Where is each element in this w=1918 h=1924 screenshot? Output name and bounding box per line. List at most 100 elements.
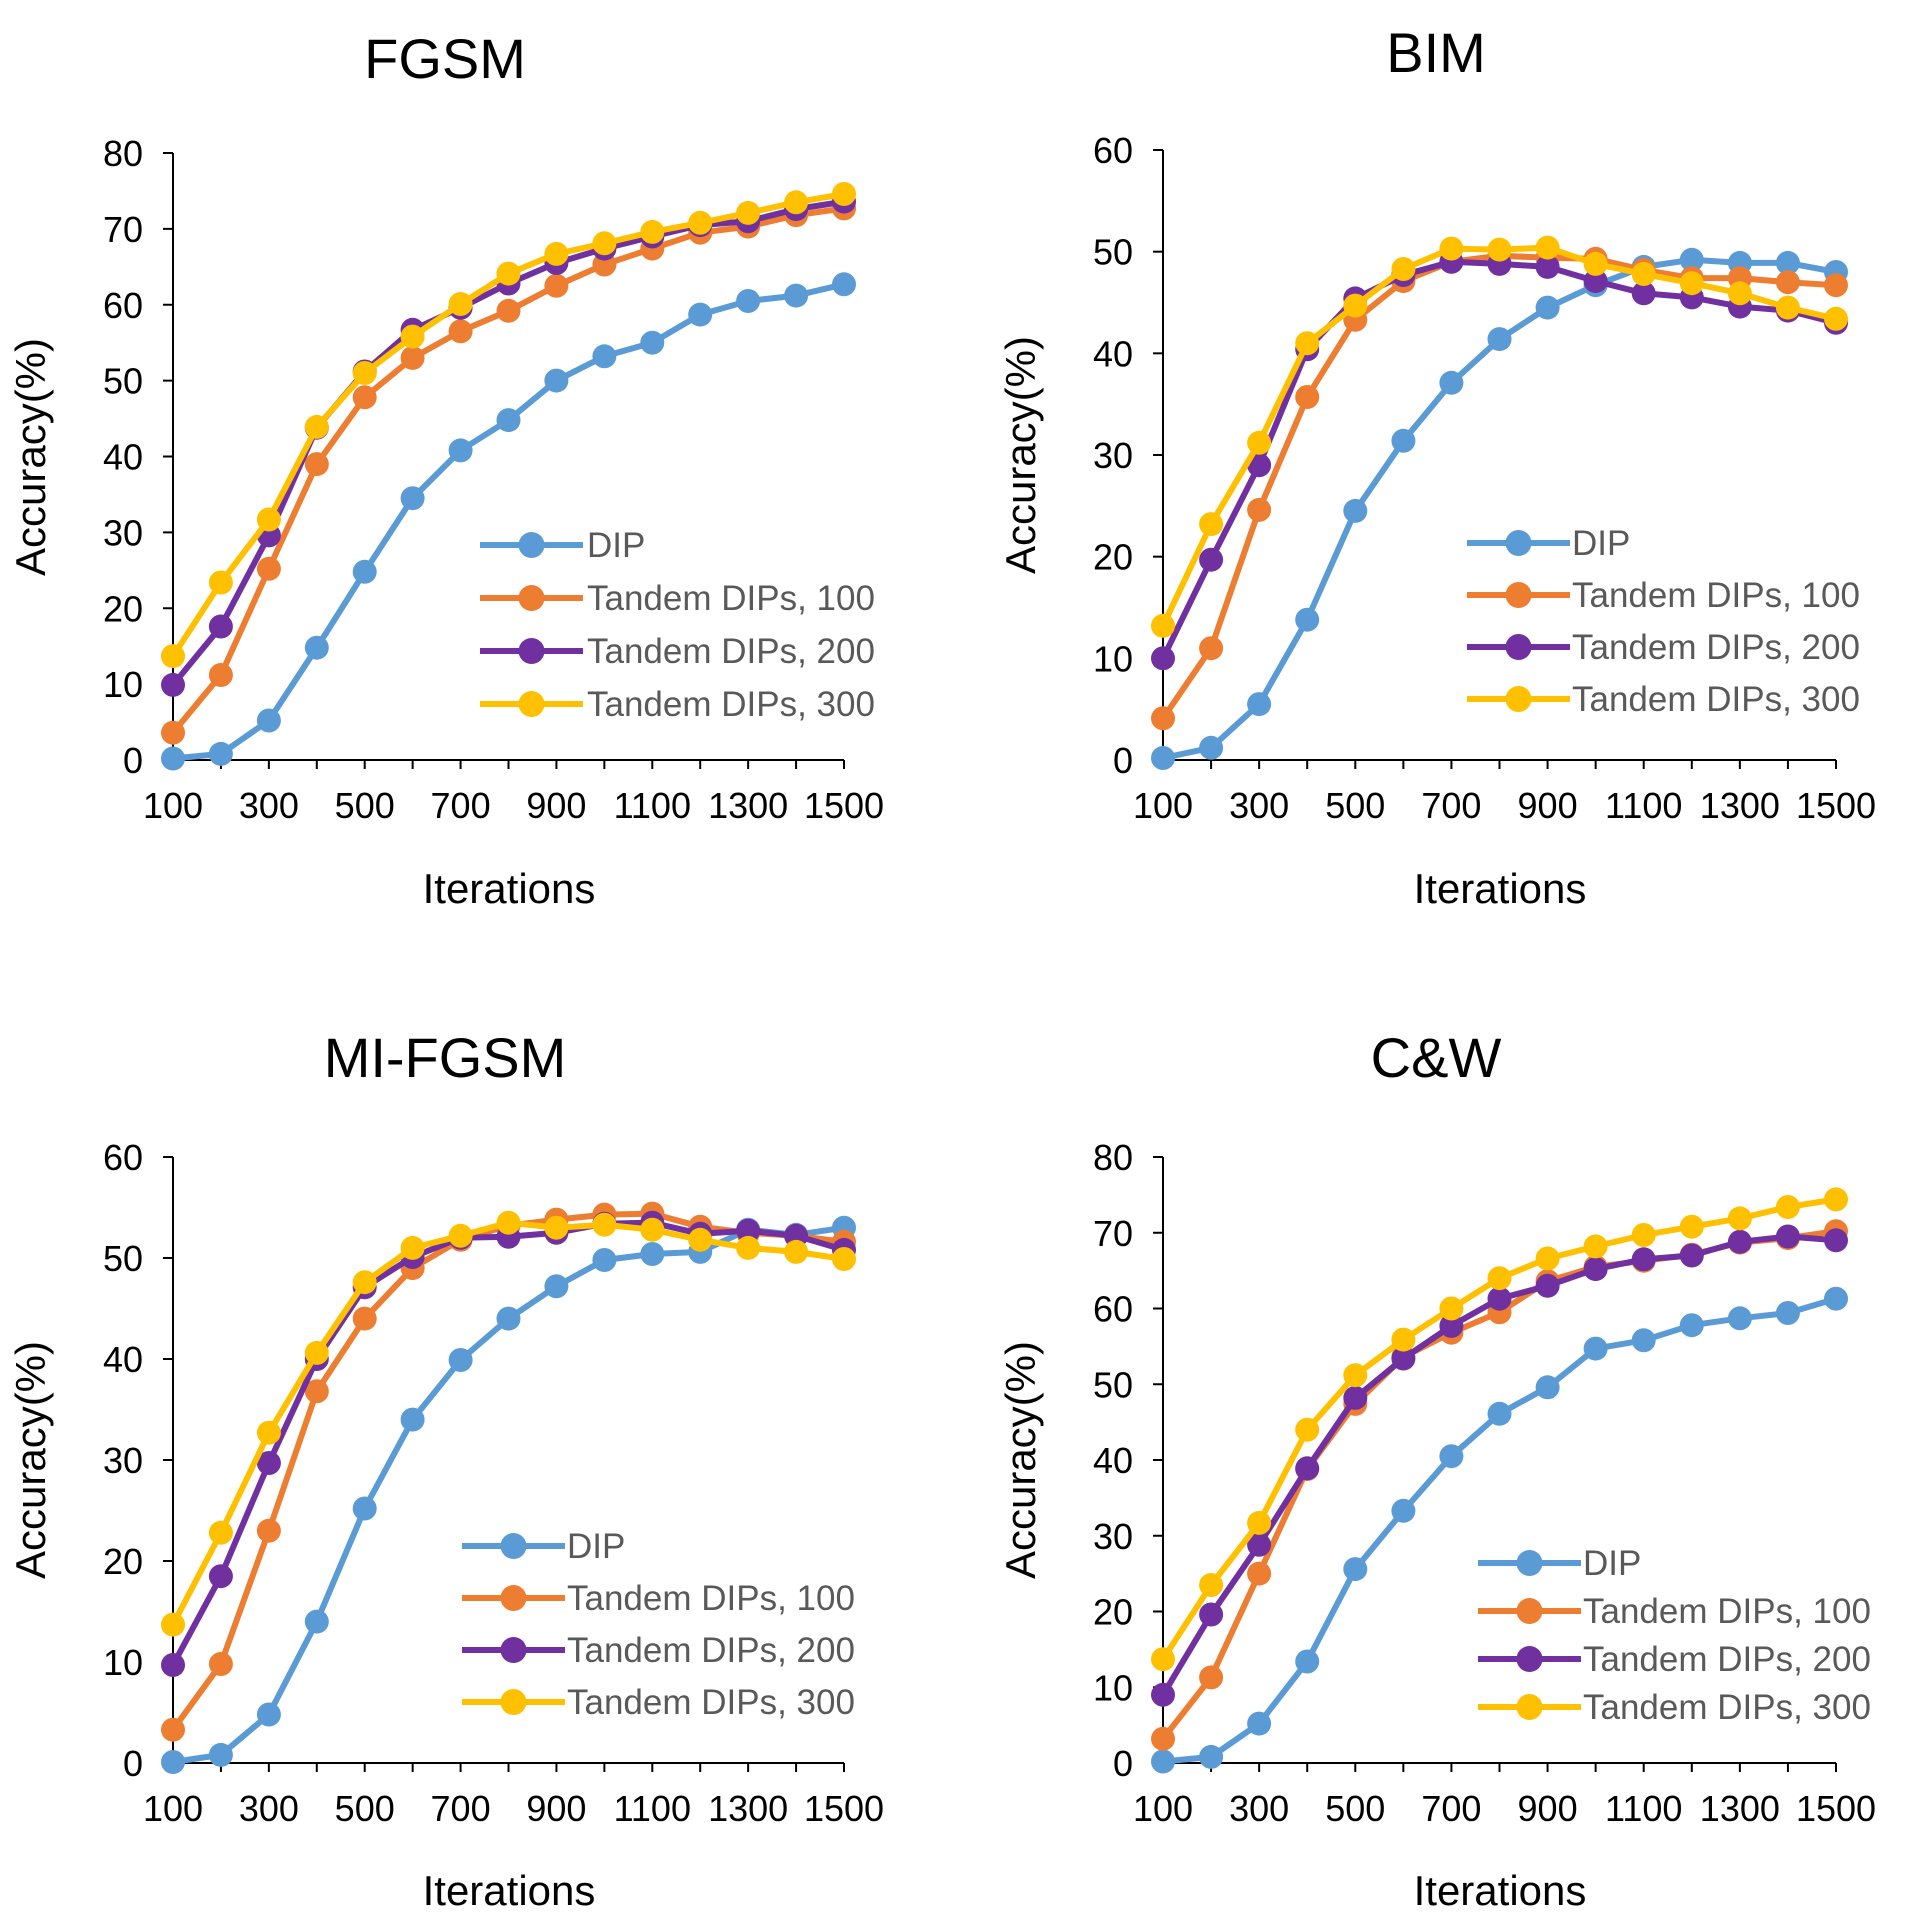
series-1 (161, 272, 856, 771)
data-point (1583, 1234, 1608, 1259)
data-point (1247, 430, 1272, 455)
data-point (1631, 1223, 1656, 1247)
x-tick-label: 1100 (1605, 1788, 1682, 1829)
x-tick-label: 1500 (1796, 1788, 1876, 1829)
data-point (1199, 1744, 1224, 1769)
legend-swatch-marker (518, 532, 545, 558)
x-tick-label: 500 (1325, 1788, 1385, 1829)
series-3 (1151, 1224, 1848, 1707)
data-point (1824, 1187, 1848, 1212)
x-tick-label: 700 (431, 1788, 491, 1829)
legend-label: DIP (1572, 524, 1630, 563)
legend-label: DIP (567, 1527, 625, 1566)
data-point (1679, 1214, 1704, 1239)
data-point (1199, 547, 1224, 572)
y-tick-label: 70 (1093, 1213, 1133, 1254)
data-point (1583, 269, 1608, 294)
data-point (1631, 1328, 1656, 1353)
legend-swatch-marker (518, 691, 545, 717)
data-point (161, 720, 185, 745)
legend-swatch-marker (518, 585, 545, 611)
data-point (1775, 295, 1800, 320)
data-point (352, 385, 377, 410)
data-point (1727, 1206, 1752, 1231)
x-tick-label: 300 (239, 1788, 299, 1829)
y-axis-label: Accuracy(%) (7, 338, 54, 576)
data-point (1295, 331, 1320, 356)
data-point (304, 1609, 329, 1634)
y-tick-label: 50 (103, 361, 143, 402)
y-tick-label: 60 (1093, 130, 1133, 171)
data-point (496, 298, 521, 323)
data-point (1151, 613, 1175, 638)
data-point (304, 635, 329, 660)
data-point (1583, 1257, 1608, 1282)
x-tick-label: 500 (335, 1788, 395, 1829)
x-tick-label: 300 (1229, 785, 1289, 826)
legend-label: Tandem DIPs, 300 (1583, 1688, 1871, 1727)
y-tick-label: 50 (1093, 1364, 1133, 1405)
data-point (1439, 1313, 1464, 1338)
data-point (1295, 385, 1320, 409)
y-tick-label: 10 (1093, 638, 1133, 679)
data-point (1391, 257, 1416, 281)
data-point (208, 1564, 233, 1589)
data-point (1824, 1228, 1848, 1253)
y-tick-label: 0 (1113, 1743, 1133, 1784)
data-point (304, 1340, 329, 1365)
data-point (1487, 1286, 1512, 1311)
data-point (1535, 1273, 1560, 1298)
data-point (1535, 235, 1560, 260)
y-tick-label: 10 (103, 1642, 143, 1683)
x-axis-label: Iterations (423, 1867, 596, 1914)
legend-label: Tandem DIPs, 200 (1583, 1640, 1871, 1679)
data-point (1679, 1313, 1704, 1338)
y-tick-label: 10 (1093, 1667, 1133, 1708)
data-point (1775, 270, 1800, 295)
chart-panel-3: MI-FGSM 0 10 20 30 40 50 60 100 300 500 700 900 1100 1… (7, 1026, 884, 1914)
data-point (496, 1210, 521, 1235)
data-point (400, 486, 425, 511)
data-point (161, 672, 185, 697)
x-tick-label: 100 (143, 785, 203, 826)
x-tick-label: 1300 (708, 1788, 788, 1829)
data-point (256, 708, 281, 733)
data-point (544, 1274, 569, 1299)
data-point (1295, 607, 1320, 632)
data-point (1727, 1229, 1752, 1254)
data-point (1247, 1561, 1272, 1586)
chart-panel-4: C&W 0 10 20 30 40 50 60 70 80 100 300 500 700 900 1100 1… (997, 1026, 1876, 1914)
x-tick-label: 100 (1133, 785, 1193, 826)
x-tick-label: 900 (526, 785, 586, 826)
data-point (1487, 1266, 1512, 1291)
y-tick-label: 40 (103, 1339, 143, 1380)
data-point (256, 1420, 281, 1445)
data-point (352, 1496, 377, 1521)
series-4 (161, 1210, 856, 1637)
data-point (1391, 428, 1416, 453)
y-axis-label: Accuracy(%) (997, 1341, 1044, 1579)
data-point (1439, 1296, 1464, 1321)
y-tick-label: 30 (1093, 435, 1133, 476)
chart-title: BIM (1386, 21, 1486, 84)
data-point (592, 1212, 617, 1237)
x-tick-label: 1500 (1796, 785, 1876, 826)
data-point (1343, 293, 1368, 318)
y-tick-label: 0 (123, 1743, 143, 1784)
y-tick-label: 40 (103, 437, 143, 478)
data-point (1727, 281, 1752, 306)
data-point (496, 1306, 521, 1331)
legend: DIP Tandem DIPs, 100 Tandem DIPs, 200 Tande… (1478, 1544, 1871, 1727)
data-point (352, 1306, 377, 1331)
y-tick-label: 60 (103, 285, 143, 326)
x-tick-label: 900 (1518, 785, 1578, 826)
data-point (1679, 271, 1704, 296)
data-point (256, 1518, 281, 1543)
data-point (1439, 236, 1464, 261)
legend-swatch-marker (1516, 1550, 1543, 1576)
data-point (304, 452, 329, 477)
x-tick-label: 500 (1325, 785, 1385, 826)
y-tick-label: 50 (1093, 232, 1133, 273)
x-tick-label: 100 (1133, 1788, 1193, 1829)
data-point (1247, 1532, 1272, 1557)
